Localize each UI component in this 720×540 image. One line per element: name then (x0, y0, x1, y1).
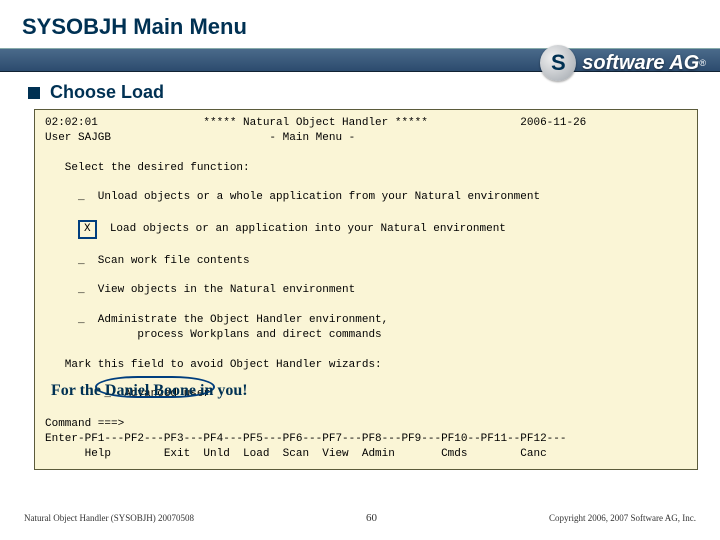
footer-copyright: Copyright 2006, 2007 Software AG, Inc. (549, 513, 696, 523)
slide-title: SYSOBJH Main Menu (0, 0, 720, 48)
command-line[interactable]: Command ===> (45, 417, 687, 432)
load-option-mark[interactable]: X (78, 220, 97, 239)
footer-left: Natural Object Handler (SYSOBJH) 2007050… (24, 513, 194, 523)
avoid-wizards-label: Mark this field to avoid Object Handler … (45, 358, 687, 373)
menu-option-1[interactable]: X Load objects or an application into yo… (45, 220, 687, 239)
logo-registered-icon: ® (699, 58, 706, 68)
slide-footer: Natural Object Handler (SYSOBJH) 2007050… (0, 512, 720, 524)
brand-logo: S software AG ® (540, 45, 706, 81)
square-bullet-icon (28, 87, 40, 99)
menu-option-2[interactable]: _ Scan work file contents (45, 254, 687, 269)
menu-option-4[interactable]: _ Administrate the Object Handler enviro… (45, 313, 687, 328)
pf-key-header: Enter-PF1---PF2---PF3---PF4---PF5---PF6-… (45, 432, 687, 447)
pf-key-labels: Help Exit Unld Load Scan View Admin Cmds… (45, 447, 687, 462)
menu-option-0[interactable]: _ Unload objects or a whole application … (45, 190, 687, 205)
section-heading-text: Choose Load (50, 82, 164, 103)
callout-text: For the Daniel Boone in you! (51, 380, 248, 402)
terminal-prompt: Select the desired function: (45, 161, 687, 176)
header-bar: S software AG ® (0, 48, 720, 72)
terminal-header-line: 02:02:01 ***** Natural Object Handler **… (45, 116, 687, 131)
terminal-panel: 02:02:01 ***** Natural Object Handler **… (34, 109, 698, 470)
menu-option-4-cont: process Workplans and direct commands (45, 328, 687, 343)
footer-page-number: 60 (194, 512, 549, 524)
logo-s-icon: S (540, 45, 576, 81)
terminal-user-line: User SAJGB - Main Menu - (45, 131, 687, 146)
logo-text: software AG (582, 52, 699, 75)
menu-option-3[interactable]: _ View objects in the Natural environmen… (45, 283, 687, 298)
